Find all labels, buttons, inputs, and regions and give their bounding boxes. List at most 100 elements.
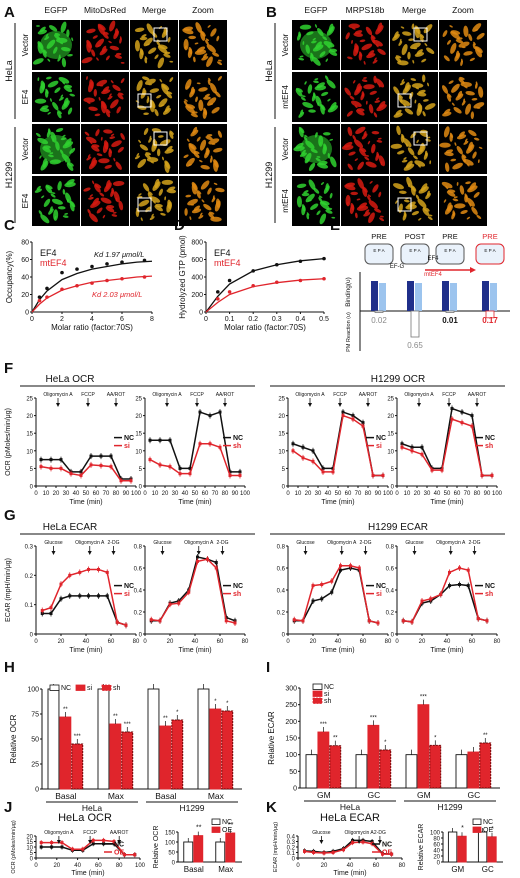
G3-annotation-label: Glucose — [296, 540, 315, 546]
G3-x-tick-label: 40 — [335, 639, 342, 645]
G3-x-tick-label: 60 — [360, 639, 367, 645]
A-mito-signal — [47, 112, 51, 115]
F1-legend-label: si — [124, 443, 130, 450]
F3-annotation-arrowhead — [338, 403, 342, 407]
A-mito-signal — [200, 180, 210, 190]
B-mito-signal — [308, 179, 316, 190]
B-mito-signal — [316, 82, 325, 89]
G2-annotation-arrowhead — [220, 551, 225, 555]
B-mito-signal — [417, 102, 422, 113]
A-mito-signal — [117, 146, 124, 153]
F2-x-tick-label: 0 — [143, 491, 147, 497]
A-mito-signal — [63, 97, 69, 107]
A-mito-signal — [105, 206, 115, 213]
E-state-label: PRE — [482, 232, 497, 241]
E-site-labels: E P A — [373, 248, 384, 253]
F3-data-point — [371, 473, 375, 477]
J-data-point — [102, 842, 106, 846]
K2-bar-NC — [477, 831, 488, 863]
J-data-point — [60, 841, 64, 845]
B-mito-signal — [446, 202, 452, 212]
F3-data-point — [381, 473, 385, 477]
F2-x-axis-label: Time (min) — [178, 499, 211, 506]
A-mito-signal — [109, 136, 116, 139]
I-bar-si — [467, 751, 480, 789]
F4-y-tick-label: 20 — [387, 414, 394, 420]
A-mito-signal — [63, 85, 73, 93]
B-mito-signal — [422, 111, 426, 117]
A-mito-signal — [187, 198, 198, 206]
A-mito-signal — [203, 53, 208, 58]
B-mito-signal — [320, 182, 324, 185]
I-y-tick-label: 150 — [285, 736, 297, 743]
G4-data-point — [458, 566, 461, 570]
I-legend-swatch — [312, 697, 323, 704]
A-mito-signal — [190, 86, 195, 95]
F1-data-point — [69, 472, 73, 476]
F2-series-line-sh — [149, 443, 240, 477]
B-mito-signal — [314, 78, 319, 81]
A-mito-signal — [149, 216, 155, 221]
F3-data-point — [291, 442, 295, 446]
G4-y-tick-label: 0.6 — [386, 567, 395, 573]
B-mito-signal — [419, 33, 425, 39]
F2-data-point — [198, 442, 202, 446]
A-mito-signal — [137, 158, 147, 169]
A-mito-signal — [107, 95, 113, 100]
G4-data-point — [420, 599, 424, 603]
I-legend-swatch — [312, 690, 323, 697]
F3-x-axis-label: Time (min) — [321, 499, 354, 506]
I-y-tick-label: 50 — [289, 769, 297, 776]
G2-x-tick-label: 0 — [143, 639, 147, 645]
B-mito-signal — [367, 195, 371, 201]
A-mito-signal — [109, 93, 112, 97]
F1-data-point — [79, 470, 83, 474]
K2-y-tick-label: 20 — [433, 855, 440, 861]
G2-y-tick-label: 0.6 — [134, 567, 143, 573]
D-data-point — [298, 259, 303, 264]
G3-data-point — [339, 568, 342, 572]
H-significance: *** — [74, 734, 82, 740]
H-y-axis-label: Relative OCR — [9, 714, 18, 763]
F2-y-tick-label: 10 — [135, 449, 142, 455]
G2-x-tick-label: 80 — [242, 639, 249, 645]
J2-y-tick-label: 0 — [172, 861, 176, 867]
F1-y-tick-label: 20 — [26, 414, 33, 420]
B-mito-signal — [347, 126, 353, 137]
B-mito-signal — [363, 131, 367, 137]
B-mito-signal — [356, 198, 361, 201]
E-bar-dark — [482, 281, 489, 311]
B-mito-signal — [404, 82, 410, 92]
B-mito-signal — [447, 93, 452, 98]
J2-significance: ** — [228, 822, 234, 829]
G2-annotation-label: Glucose — [153, 540, 172, 546]
G1-y-tick-label: 0.2 — [25, 574, 34, 580]
B-mito-signal — [423, 99, 429, 102]
F4-x-tick-label: 100 — [492, 491, 503, 497]
A-mito-signal — [156, 94, 162, 99]
panel-letter-J: J — [4, 799, 12, 816]
G4-data-point — [448, 570, 451, 574]
F4-annotation-arrowhead — [447, 403, 451, 407]
F1-data-point — [129, 479, 133, 483]
B-mito-signal — [411, 211, 420, 216]
H-bar-sh — [221, 710, 234, 790]
A-mito-signal — [143, 112, 149, 115]
F3-data-point — [311, 449, 315, 453]
C-x-tick-label: 8 — [150, 316, 154, 323]
G4-data-point — [439, 592, 443, 596]
G4-y-tick-label: 0.4 — [386, 589, 395, 595]
F2-data-point — [238, 473, 242, 477]
F2-x-tick-label: 10 — [152, 491, 159, 497]
F4-y-tick-label: 25 — [387, 397, 394, 403]
J-data-point — [91, 838, 95, 842]
A-mito-signal — [45, 184, 53, 190]
F1-y-tick-label: 15 — [26, 432, 33, 438]
F1-annotation-label: FCCP — [81, 392, 95, 398]
G4-series-line-sh — [403, 567, 488, 623]
H-legend-label: si — [87, 685, 93, 692]
G3-data-point — [367, 619, 371, 623]
F1-data-point — [59, 466, 63, 470]
G1-y-tick-label: 0 — [30, 633, 34, 639]
B-mito-signal — [356, 108, 365, 112]
